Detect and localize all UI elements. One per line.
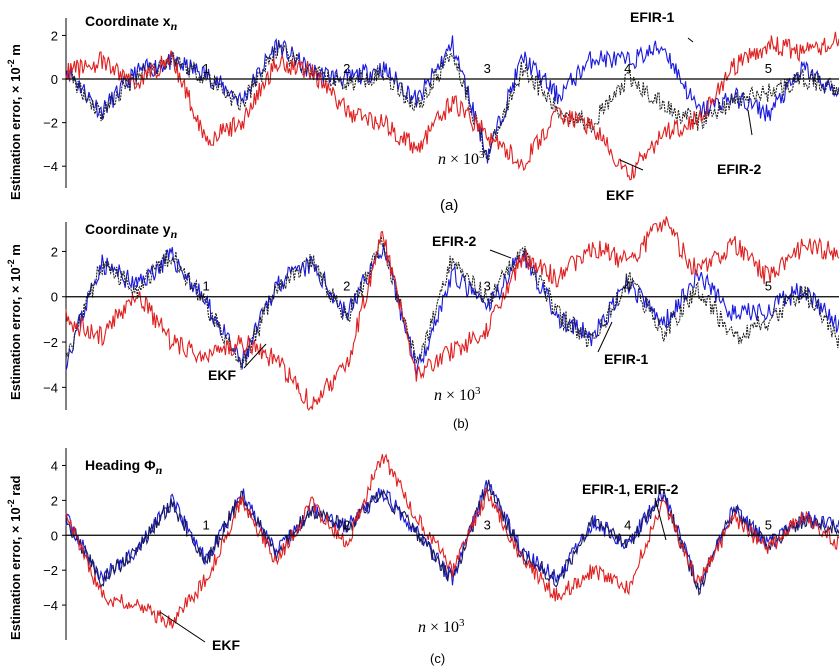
y-tick-label: −2 [43, 563, 58, 578]
annotation-label: EFIR-1 [630, 9, 675, 25]
annotation-leader [597, 321, 613, 353]
series-line-efir-1 [65, 244, 839, 375]
panel-a: Coordinate xn Estimation error, × 10-2 m… [6, 13, 485, 214]
x-tick-label: 2 [343, 279, 350, 294]
annotation-leader [747, 109, 753, 136]
annotation-label: EFIR-2 [432, 233, 477, 249]
panel-b-label: (b) [453, 416, 469, 431]
annotation-leader [243, 343, 267, 369]
x-tick-label: 3 [484, 517, 491, 532]
panel-c-title: Heading Φn [85, 457, 163, 477]
annotation-label: EKF [212, 637, 240, 653]
y-tick-label: −2 [43, 116, 58, 131]
panel-a-xlabel: n × 103 [438, 149, 485, 168]
x-tick-label: 5 [765, 517, 772, 532]
panel-b-title: Coordinate yn [85, 221, 178, 241]
x-tick-label: 2 [343, 61, 350, 76]
x-tick-label: 4 [624, 517, 631, 532]
y-tick-label: 0 [51, 290, 58, 305]
y-tick-label: 0 [51, 528, 58, 543]
plot-2: 2 0 −2 −4 1 2 3 4 5 EFIR-2 EFIR-1 EKF [43, 216, 839, 411]
y-tick-label: −4 [43, 598, 58, 613]
panel-a-ylabel: Estimation error, × 10-2 m [6, 44, 23, 200]
panel-a-label: (a) [440, 197, 458, 214]
plot-1: 2 0 −2 −4 1 2 3 4 5 EFIR-1 EFIR-2 EKF [43, 9, 839, 203]
annotation-label: EFIR-2 [717, 161, 762, 177]
annotation-leader [654, 497, 667, 541]
x-tick-label: 4 [624, 279, 631, 294]
annotation-label: EKF [208, 367, 236, 383]
y-tick-label: 2 [51, 493, 58, 508]
x-tick-label: 1 [203, 279, 210, 294]
series-line-ekf [65, 216, 839, 411]
x-tick-label: 5 [765, 61, 772, 76]
annotation-leader [489, 249, 512, 259]
annotation-leader [159, 611, 206, 643]
panel-b-ylabel: Estimation error, × 10-2 m [6, 244, 23, 400]
x-tick-label: 1 [203, 517, 210, 532]
panel-b-xlabel: n × 103 [434, 385, 481, 404]
x-tick-label: 2 [343, 517, 350, 532]
panel-b: Coordinate yn Estimation error, × 10-2 m… [6, 221, 481, 431]
x-tick-label: 1 [203, 61, 210, 76]
y-tick-label: 2 [51, 28, 58, 43]
x-tick-label: 3 [484, 61, 491, 76]
annotation-label: EFIR-1 [604, 351, 649, 367]
y-tick-label: 4 [51, 458, 58, 473]
y-tick-label: 0 [51, 72, 58, 87]
y-tick-label: −4 [43, 159, 58, 174]
series-line-efir-1 [65, 35, 839, 164]
x-tick-label: 3 [484, 279, 491, 294]
panel-c: Heading Φn Estimation error, × 10-2 rad … [6, 457, 465, 666]
series-line-efir-2 [65, 41, 839, 161]
panel-c-ylabel: Estimation error, × 10-2 rad [6, 475, 23, 640]
x-tick-label: 5 [765, 279, 772, 294]
series-line-ekf [65, 31, 839, 181]
y-tick-label: −4 [43, 380, 58, 395]
series-line-efir-2 [65, 235, 839, 370]
panel-c-xlabel: n × 103 [418, 617, 465, 636]
series-line-ekf [65, 453, 839, 629]
panel-a-title: Coordinate xn [85, 13, 178, 33]
annotation-label: EKF [606, 187, 634, 203]
annotation-label: EFIR-1, ERIF-2 [582, 481, 679, 497]
y-tick-label: 2 [51, 244, 58, 259]
annotation-leader [619, 159, 644, 171]
annotation-leader [687, 37, 694, 43]
panel-c-label: (c) [430, 651, 445, 666]
y-tick-label: −2 [43, 335, 58, 350]
plot-3: 4 2 0 −2 −4 1 2 3 4 5 EFIR-1, ERIF-2 EKF [43, 448, 839, 653]
x-tick-label: 4 [624, 61, 631, 76]
